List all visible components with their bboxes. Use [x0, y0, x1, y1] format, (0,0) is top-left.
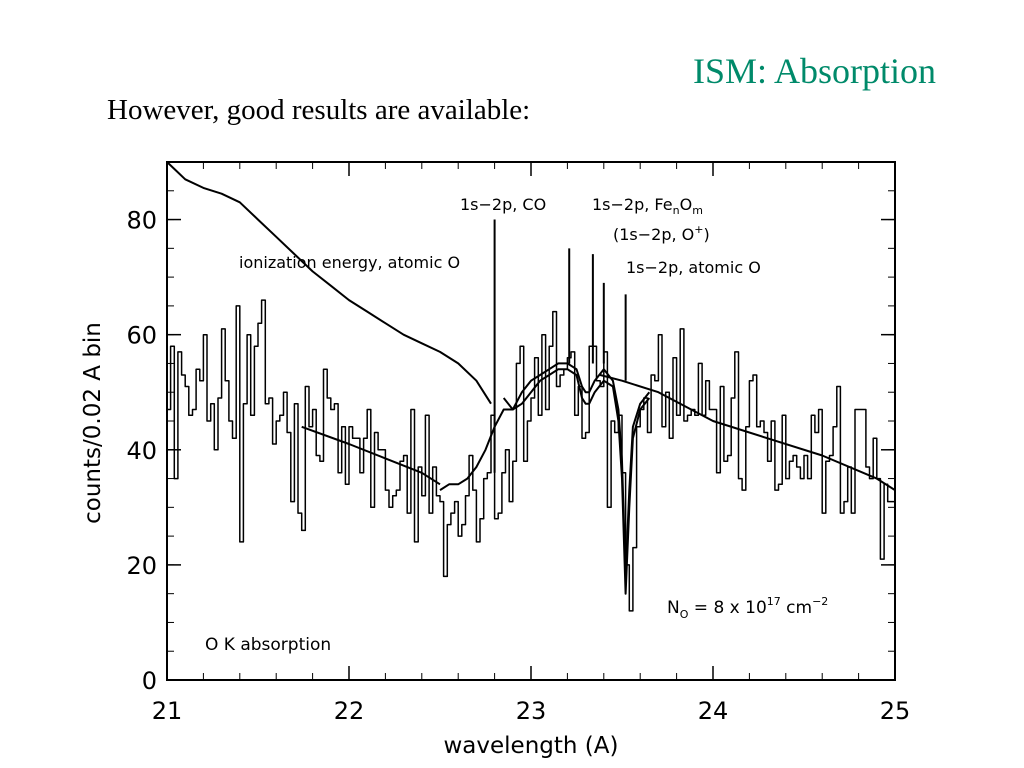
panel-label: O K absorption — [205, 635, 331, 655]
x-tick-label: 24 — [698, 697, 729, 725]
data-histogram — [167, 299, 895, 612]
x-axis-label: wavelength (A) — [444, 733, 619, 759]
x-tick-label: 22 — [334, 697, 365, 725]
x-tick-label: 23 — [516, 697, 547, 725]
series-line-model_b — [502, 362, 651, 578]
series-line-continuum — [301, 425, 441, 486]
slide-title: ISM: Absorption — [692, 51, 936, 91]
annotation-feo: 1s−2p, FenOm — [592, 195, 703, 217]
y-tick-label: 0 — [142, 667, 157, 695]
annotation-atomic-o: 1s−2p, atomic O — [626, 258, 761, 277]
marks-layer — [166, 161, 896, 612]
series-line-ionization — [166, 161, 492, 405]
y-tick-label: 20 — [126, 552, 157, 580]
y-tick-label: 80 — [126, 207, 157, 235]
x-tick-label: 21 — [152, 697, 183, 725]
y-axis-label: counts/0.02 A bin — [80, 322, 106, 524]
series-line-continuum — [599, 374, 896, 491]
annotation-oplus: (1s−2p, O+) — [613, 223, 710, 244]
ticks-layer: 21 22 23 24 25 0 20 40 60 80 — [126, 161, 911, 725]
x-tick-label: 25 — [880, 697, 911, 725]
y-tick-label: 60 — [126, 322, 157, 350]
column-density-label: NO = 8 x 1017 cm−2 — [667, 595, 828, 621]
slide-subtitle: However, good results are available: — [107, 94, 531, 126]
annotation-co: 1s−2p, CO — [460, 195, 546, 214]
y-tick-label: 40 — [126, 437, 157, 465]
annotation-ionization: ionization energy, atomic O — [239, 253, 460, 272]
